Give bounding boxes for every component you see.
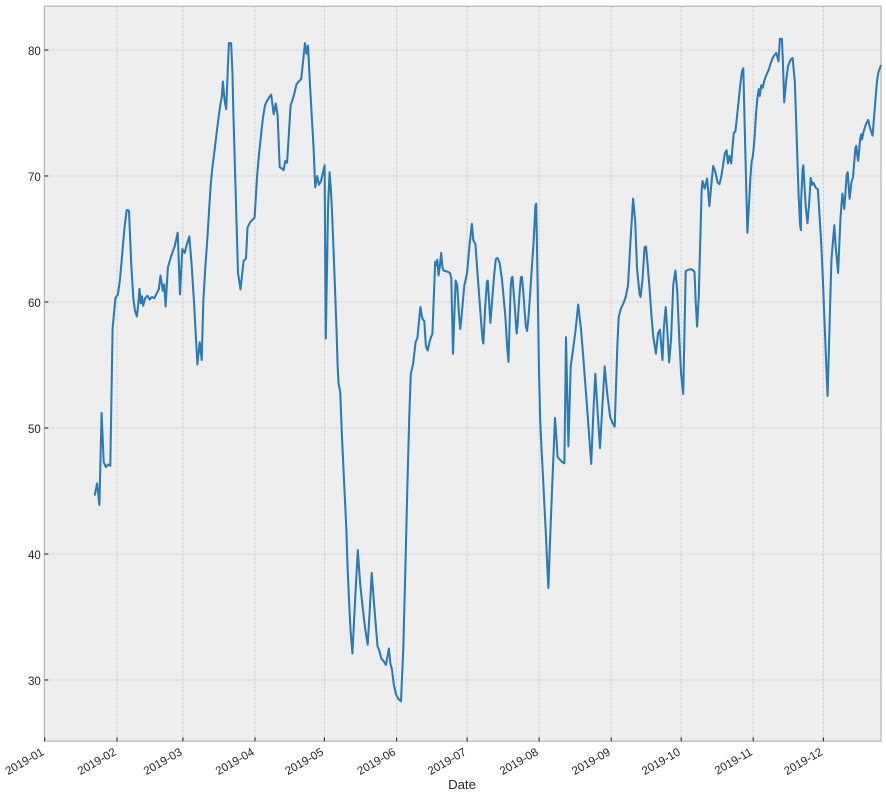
svg-text:30: 30 — [28, 676, 41, 688]
svg-text:40: 40 — [28, 550, 41, 562]
svg-text:Date: Date — [448, 777, 476, 792]
svg-text:50: 50 — [28, 424, 41, 436]
svg-text:60: 60 — [28, 298, 41, 310]
svg-text:70: 70 — [28, 172, 41, 184]
svg-text:80: 80 — [28, 46, 41, 58]
